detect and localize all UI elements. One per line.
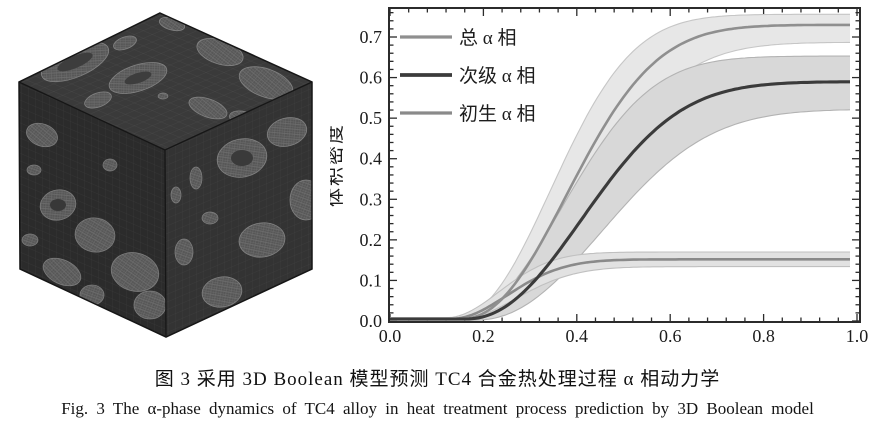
caption-chinese: 图 3 采用 3D Boolean 模型预测 TC4 合金热处理过程 α 相动力… bbox=[154, 369, 721, 390]
legend-label-total-alpha: 总 α 相 bbox=[459, 27, 516, 49]
alpha-particle bbox=[289, 179, 312, 221]
y-tick-label: 0.1 bbox=[360, 270, 383, 290]
y-tick-label: 0.7 bbox=[360, 27, 383, 47]
cube-panel bbox=[0, 0, 330, 350]
left-face-particles bbox=[21, 122, 166, 320]
alpha-particle bbox=[84, 91, 112, 109]
alpha-particle bbox=[26, 164, 42, 176]
legend-label-primary-alpha: 初生 α 相 bbox=[459, 103, 535, 125]
curve-primary-alpha bbox=[390, 257, 850, 321]
x-tick-label: 0.2 bbox=[472, 326, 495, 346]
alpha-particle bbox=[21, 233, 39, 247]
chart-panel: 0.0 0.2 0.4 0.6 0.8 1.0 0.0 0.1 0.2 0.3 0.4 0.5 0.6 0… bbox=[324, 0, 875, 358]
alpha-particle-core bbox=[50, 199, 66, 211]
alpha-particle bbox=[170, 186, 182, 204]
alpha-particle bbox=[238, 222, 286, 258]
alpha-particle-core bbox=[124, 71, 152, 85]
caption-english: Fig. 3 The α-phase dynamics of TC4 alloy… bbox=[61, 399, 814, 418]
cube-inner-edges bbox=[18, 81, 313, 338]
alpha-particle bbox=[133, 290, 166, 320]
alpha-particle-core bbox=[231, 150, 253, 166]
alpha-particle bbox=[74, 217, 116, 253]
band-lower-edge-primary-alpha bbox=[390, 266, 850, 321]
alpha-particle bbox=[110, 252, 160, 292]
y-tick-label: 0.6 bbox=[360, 68, 383, 88]
plot-frame bbox=[388, 7, 861, 323]
y-axis-title: 体积密度 bbox=[330, 123, 346, 207]
x-tick-label: 1.0 bbox=[846, 326, 869, 346]
right-face-particles bbox=[170, 117, 312, 337]
x-tick-label: 0.6 bbox=[659, 326, 682, 346]
alpha-particle bbox=[157, 92, 169, 100]
x-tick-label: 0.0 bbox=[379, 326, 402, 346]
microstructure-cube-image bbox=[18, 12, 313, 338]
y-tick-label: 0.5 bbox=[360, 108, 383, 128]
alpha-particle bbox=[42, 257, 82, 287]
confidence-band-secondary-alpha bbox=[390, 56, 850, 321]
band-upper-edge-primary-alpha bbox=[390, 251, 850, 319]
legend-label-secondary-alpha: 次级 α 相 bbox=[459, 65, 535, 87]
x-tick-label: 0.8 bbox=[752, 326, 775, 346]
curve-secondary-alpha bbox=[390, 80, 850, 321]
alpha-particle bbox=[201, 276, 243, 308]
confidence-band-primary-alpha bbox=[390, 252, 850, 321]
alpha-particle bbox=[113, 35, 137, 51]
alpha-phase-kinetics-chart: 0.0 0.2 0.4 0.6 0.8 1.0 0.0 0.1 0.2 0.3 0.4 0.5 0.6 0… bbox=[324, 7, 869, 346]
alpha-particle-core bbox=[57, 52, 93, 72]
alpha-particle bbox=[201, 211, 219, 225]
y-tick-label: 0.0 bbox=[360, 311, 383, 331]
alpha-particle bbox=[189, 166, 203, 190]
right-face-mesh bbox=[165, 82, 312, 337]
alpha-particle bbox=[266, 117, 308, 147]
y-tick-label: 0.4 bbox=[360, 149, 383, 169]
alpha-particle bbox=[228, 321, 252, 337]
x-tick-label: 0.4 bbox=[566, 326, 589, 346]
alpha-particle bbox=[174, 238, 194, 266]
confidence-band-total-alpha bbox=[390, 14, 850, 321]
alpha-particle bbox=[102, 158, 118, 172]
alpha-particle bbox=[188, 96, 228, 120]
y-tick-label: 0.3 bbox=[360, 189, 383, 209]
y-tick-label: 0.2 bbox=[360, 230, 383, 250]
alpha-particle bbox=[26, 122, 58, 148]
